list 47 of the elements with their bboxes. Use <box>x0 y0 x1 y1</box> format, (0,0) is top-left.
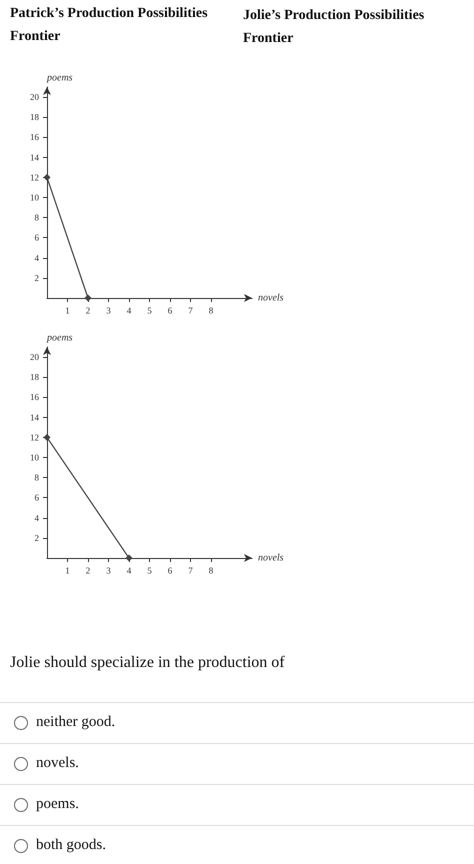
y-tick-label: 6 <box>34 492 40 503</box>
y-tick-label: 8 <box>34 212 40 223</box>
x-tick-label: 5 <box>147 566 152 576</box>
text: Jolie’s Production Possibilities Frontier <box>243 7 426 48</box>
x-axis-title: novels <box>258 292 284 304</box>
y-axis-title: poems <box>46 332 73 344</box>
y-tick-label: 14 <box>30 152 40 162</box>
x-tick-label: 7 <box>188 566 194 576</box>
y-tick-label: 6 <box>34 232 40 243</box>
y-tick-label: 4 <box>34 512 40 523</box>
chart-title: Patrick’s Production Possibilities Frontier <box>10 5 209 46</box>
x-tick-label: 2 <box>86 566 90 576</box>
x-tick-label: 1 <box>65 566 70 576</box>
x-tick-label: 8 <box>208 306 214 316</box>
y-tick-label: 16 <box>30 392 40 402</box>
text: Jolie should specialize in the production of <box>10 654 285 672</box>
y-tick-label: 12 <box>30 172 39 182</box>
x-tick-label: 1 <box>65 306 70 316</box>
x-tick-label: 7 <box>188 306 194 316</box>
x-tick-label: 3 <box>106 566 112 576</box>
x-axis-title: novels <box>258 552 284 564</box>
text: novels. <box>36 755 79 772</box>
y-tick-label: 16 <box>30 132 40 142</box>
text: neither good. <box>36 714 116 731</box>
y-tick-label: 20 <box>30 92 40 102</box>
y-tick-label: 20 <box>30 352 40 362</box>
y-tick-label: 10 <box>30 452 40 463</box>
y-tick-label: 14 <box>30 412 40 422</box>
x-tick-label: 2 <box>86 306 90 316</box>
y-axis-title: poems <box>46 72 73 84</box>
x-tick-label: 5 <box>147 306 152 316</box>
y-tick-label: 10 <box>30 192 40 203</box>
y-tick-label: 18 <box>30 372 40 382</box>
y-tick-label: 2 <box>34 272 39 283</box>
x-tick-label: 6 <box>168 566 173 576</box>
y-tick-label: 2 <box>34 532 39 543</box>
y-tick-label: 8 <box>34 472 40 483</box>
y-tick-label: 18 <box>30 112 40 122</box>
x-tick-label: 6 <box>168 306 173 316</box>
x-tick-label: 4 <box>126 306 132 316</box>
text: both goods. <box>36 837 106 854</box>
x-tick-label: 4 <box>126 566 132 576</box>
x-tick-label: 3 <box>106 306 112 316</box>
x-tick-label: 8 <box>208 566 214 576</box>
y-tick-label: 4 <box>34 252 40 263</box>
y-tick-label: 12 <box>30 432 39 442</box>
text: poems. <box>36 796 79 813</box>
